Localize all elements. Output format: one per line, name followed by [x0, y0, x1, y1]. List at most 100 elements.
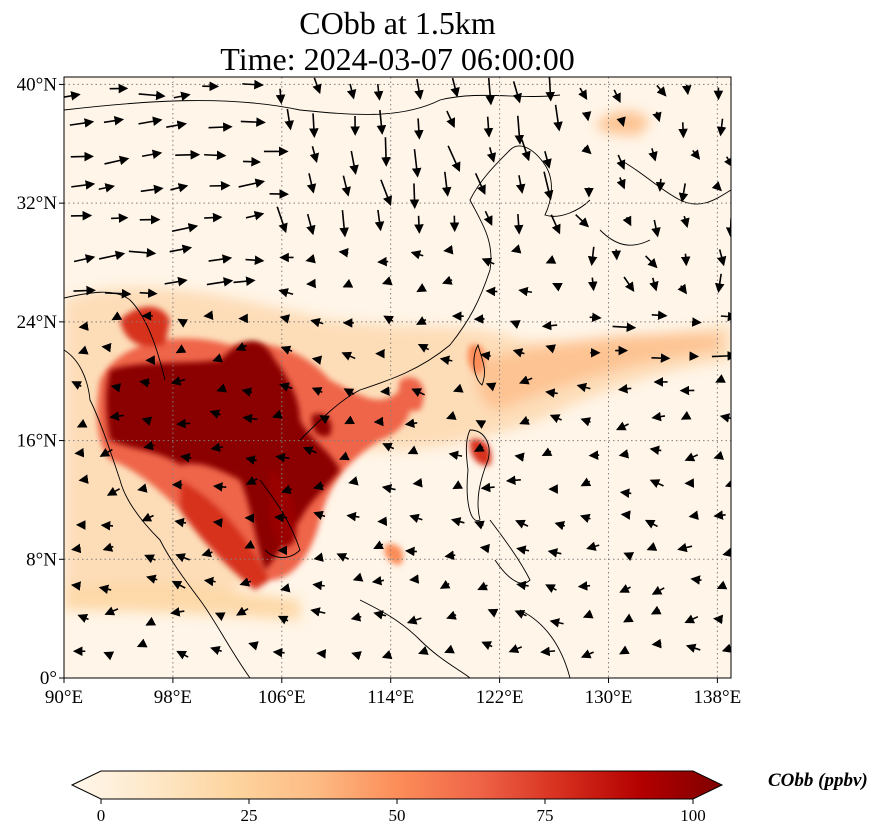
- wind-arrow: [380, 179, 393, 206]
- wind-arrow: [552, 282, 563, 292]
- wind-arrow: [239, 577, 252, 587]
- wind-arrow: [445, 410, 457, 420]
- wind-arrow: [477, 581, 488, 591]
- wind-arrow: [691, 317, 702, 327]
- wind-arrow: [141, 512, 154, 522]
- wind-arrow: [201, 548, 213, 558]
- wind-arrow: [404, 418, 418, 428]
- wind-arrow: [374, 209, 385, 232]
- latitude-axis: 0° 8°N 16°N 24°N 32°N 40°N: [17, 74, 64, 689]
- wind-arrow: [485, 382, 497, 392]
- wind-arrow: [650, 605, 662, 615]
- wind-arrow: [280, 345, 293, 355]
- wind-arrow: [651, 353, 671, 363]
- chart-title-line1: CObb at 1.5km: [299, 5, 496, 41]
- wind-arrow: [612, 322, 637, 333]
- wind-arrow: [214, 612, 226, 622]
- wind-arrow: [677, 542, 693, 553]
- wind-arrow: [540, 646, 556, 657]
- wind-arrow: [541, 447, 553, 457]
- wind-arrow: [486, 147, 497, 163]
- wind-arrow: [648, 148, 658, 162]
- wind-arrow: [680, 410, 692, 420]
- wind-arrow: [549, 414, 562, 424]
- wind-arrow: [587, 246, 598, 266]
- wind-arrow: [441, 171, 452, 197]
- wind-arrow: [414, 118, 424, 140]
- wind-arrow: [474, 172, 486, 195]
- wind-arrow: [212, 353, 223, 363]
- wind-arrow: [242, 79, 264, 90]
- wind-arrow: [651, 585, 665, 595]
- wind-arrow: [77, 345, 89, 355]
- wind-arrow: [204, 150, 227, 161]
- lat-tick-label: 16°N: [17, 431, 58, 452]
- wind-arrow: [644, 519, 658, 529]
- lat-tick-label: 0°: [40, 668, 57, 689]
- wind-arrow: [139, 288, 158, 299]
- wind-arrow: [143, 440, 155, 451]
- wind-arrow: [342, 278, 354, 288]
- wind-arrow: [175, 553, 190, 563]
- colorbar-ramp: [70, 770, 724, 800]
- wind-arrow: [103, 651, 115, 661]
- wind-arrow: [409, 183, 420, 210]
- wind-arrow: [338, 247, 349, 258]
- wind-arrow: [279, 382, 293, 392]
- map-plot-area: [64, 77, 731, 678]
- wind-arrow: [611, 249, 621, 261]
- wind-arrow: [475, 420, 487, 429]
- wind-arrow: [206, 277, 234, 287]
- wind-arrow: [439, 355, 453, 366]
- wind-arrow: [377, 256, 389, 267]
- wind-arrow: [381, 483, 396, 494]
- wind-arrow: [622, 215, 632, 227]
- wind-arrow: [550, 214, 561, 235]
- wind-arrow: [236, 606, 249, 616]
- wind-arrow: [76, 418, 88, 428]
- wind-arrow: [617, 383, 632, 394]
- wind-arrow: [716, 249, 727, 267]
- wind-arrow: [645, 255, 658, 269]
- wind-arrow: [169, 244, 193, 254]
- wind-arrow: [589, 312, 602, 323]
- wind-arrow: [210, 645, 222, 656]
- wind-arrow: [244, 539, 256, 549]
- wind-arrow: [514, 115, 525, 145]
- wind-arrow: [447, 145, 461, 173]
- wind-arrow: [411, 149, 422, 178]
- wind-arrow: [619, 488, 632, 498]
- colorbar-tick-label: 0: [96, 806, 106, 825]
- wind-arrow: [612, 89, 621, 104]
- wind-arrow: [656, 84, 667, 97]
- wind-arrow: [406, 615, 422, 625]
- wind-arrow: [508, 644, 523, 654]
- wind-arrow: [713, 510, 726, 520]
- wind-arrow: [684, 614, 699, 624]
- wind-arrow: [173, 91, 191, 101]
- wind-arrow: [110, 383, 122, 393]
- wind-arrow: [176, 418, 191, 429]
- wind-arrow: [505, 475, 521, 486]
- wind-arrow: [554, 521, 566, 531]
- wind-arrow: [319, 415, 330, 425]
- wind-arrow: [71, 180, 96, 190]
- wind-arrow: [483, 116, 494, 138]
- colorbar-label: CObb (ppbv): [768, 770, 868, 791]
- wind-arrow: [549, 618, 564, 628]
- wind-arrow: [371, 575, 385, 586]
- wind-arrow: [309, 146, 320, 164]
- wind-arrow: [586, 541, 600, 551]
- wind-arrow: [442, 275, 453, 285]
- wind-arrow: [724, 478, 731, 488]
- wind-arrow: [577, 581, 591, 591]
- wind-arrow: [171, 223, 199, 233]
- wind-arrow: [452, 480, 464, 490]
- wind-arrow: [481, 641, 493, 651]
- wind-arrow: [275, 88, 286, 105]
- wind-arrow: [688, 510, 699, 520]
- wind-arrow: [446, 610, 457, 620]
- wind-arrow: [175, 150, 201, 160]
- wind-arrow: [439, 579, 451, 589]
